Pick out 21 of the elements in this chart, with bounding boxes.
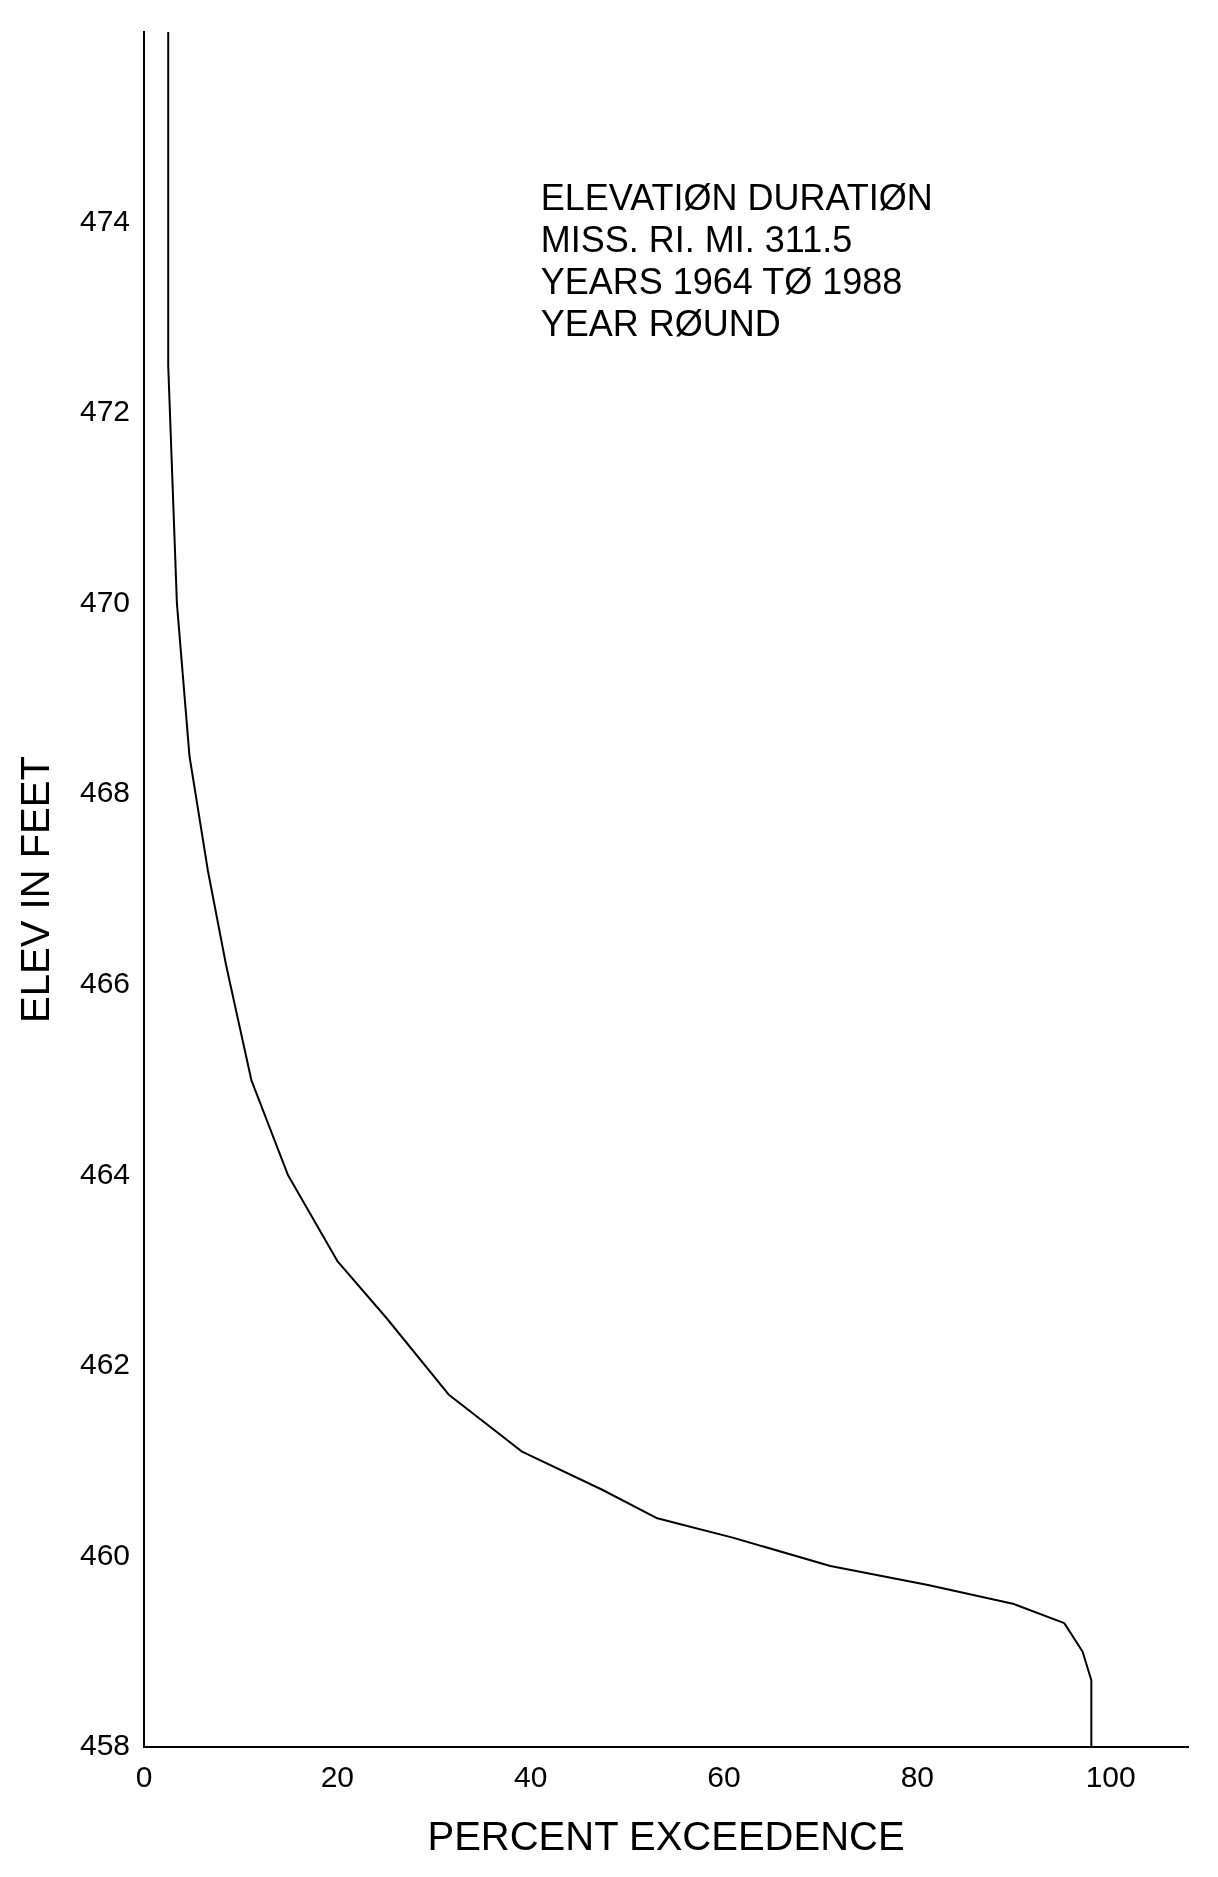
x-tick-label: 40 [514,1760,548,1794]
x-tick-label: 0 [135,1760,153,1794]
y-tick-label: 466 [79,966,131,1000]
annotation: ELEVATIØN DURATIØN [540,176,933,218]
x-tick-label: 80 [900,1760,935,1794]
annotation: MISS. RI. MI. 311.5 [540,218,853,260]
y-tick-label: 458 [79,1728,131,1762]
annotation: YEARS 1964 TØ 1988 [540,260,903,302]
y-tick-label: 460 [79,1537,131,1571]
y-tick-label: 470 [79,584,131,618]
annotation: YEAR RØUND [540,302,781,344]
y-tick-label: 472 [79,394,131,428]
y-axis-title: ELEV IN FEET [13,756,58,1023]
x-tick-label: 20 [320,1760,355,1794]
y-tick-label: 462 [79,1347,131,1381]
y-tick-label: 464 [79,1156,131,1190]
x-axis-title: PERCENT EXCEEDENCE [427,1814,905,1859]
x-tick-label: 100 [1085,1760,1136,1794]
y-tick-label: 474 [79,203,131,237]
y-tick-label: 468 [79,775,131,809]
x-tick-label: 60 [707,1760,741,1794]
